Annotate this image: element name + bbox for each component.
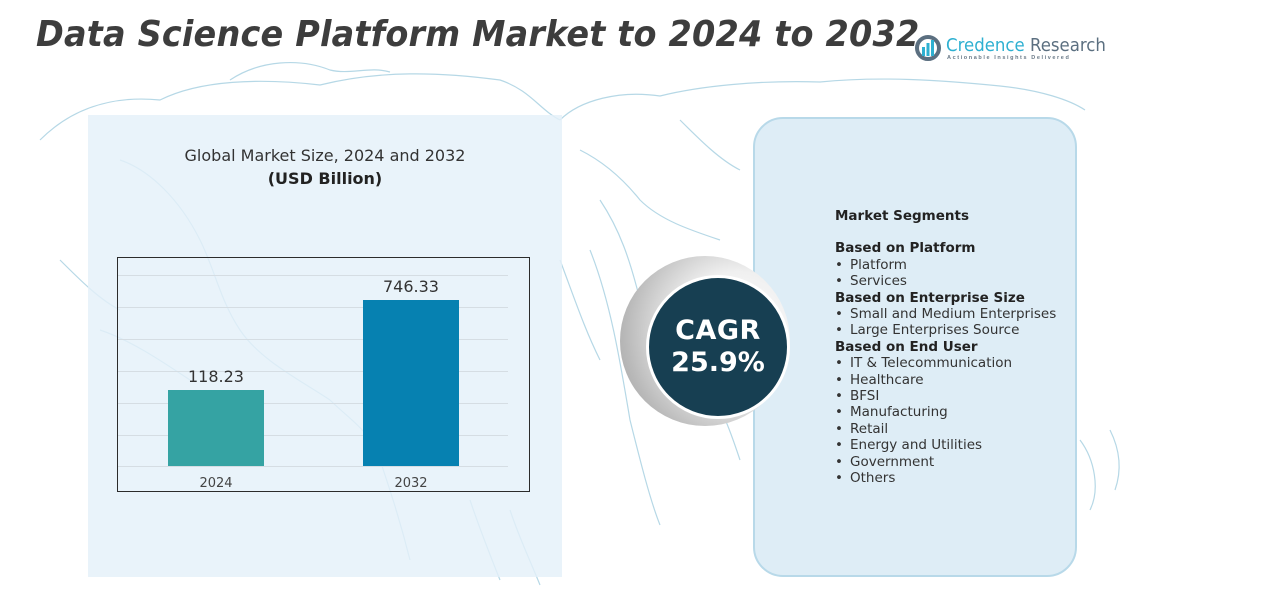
chart-title: Global Market Size, 2024 and 2032 (USD B… bbox=[88, 146, 562, 188]
bar-value-2032: 746.33 bbox=[383, 277, 439, 296]
market-segments-panel bbox=[753, 117, 1077, 577]
bar-value-2024: 118.23 bbox=[188, 367, 244, 386]
gridline bbox=[118, 339, 508, 340]
segment-group-end-user: IT & Telecommunication Healthcare BFSI M… bbox=[835, 355, 1056, 487]
bar-chart-circle-icon bbox=[915, 35, 941, 61]
segment-group-title-platform: Based on Platform bbox=[835, 240, 976, 257]
page-title: Data Science Platform Market to 2024 to … bbox=[36, 14, 920, 55]
segment-item: Others bbox=[835, 470, 1056, 487]
cagr-label: CAGR bbox=[675, 315, 761, 346]
x-tick-2024: 2024 bbox=[199, 476, 233, 491]
segments-heading: Market Segments bbox=[835, 208, 969, 224]
bar-chart: 118.23 746.33 2024 2032 bbox=[117, 257, 530, 492]
gridline-baseline bbox=[118, 466, 508, 467]
segment-item: Large Enterprises Source bbox=[835, 322, 1056, 339]
logo-tagline: Actionable Insights Delivered bbox=[947, 55, 1071, 61]
segment-item: Platform bbox=[835, 257, 1056, 274]
chart-title-text: Global Market Size, 2024 and 2032 bbox=[184, 146, 466, 165]
segment-group-title-end-user: Based on End User bbox=[835, 338, 978, 355]
gridline bbox=[118, 371, 508, 372]
gridline bbox=[118, 435, 508, 436]
segment-item: Retail bbox=[835, 421, 1056, 438]
gridline bbox=[118, 307, 508, 308]
logo-wordmark: Credence Research bbox=[946, 35, 1106, 56]
segment-group-title-enterprise-size: Based on Enterprise Size bbox=[835, 289, 1025, 306]
cagr-badge: CAGR 25.9% bbox=[646, 275, 790, 419]
segment-item: Small and Medium Enterprises bbox=[835, 306, 1056, 323]
segment-item: Healthcare bbox=[835, 372, 1056, 389]
segment-item: IT & Telecommunication bbox=[835, 355, 1056, 372]
segment-item: Energy and Utilities bbox=[835, 437, 1056, 454]
segment-item: Manufacturing bbox=[835, 404, 1056, 421]
segment-item: Services bbox=[835, 273, 1056, 290]
market-size-panel bbox=[88, 115, 562, 577]
segment-group-platform: Platform Services bbox=[835, 257, 1056, 290]
logo-name-part2: Research bbox=[1024, 35, 1106, 56]
x-tick-2032: 2032 bbox=[394, 476, 428, 491]
chart-unit: (USD Billion) bbox=[267, 169, 383, 188]
market-segments-list: Market Segments Based on Platform Platfo… bbox=[835, 208, 1056, 487]
gridline bbox=[118, 275, 508, 276]
segment-group-enterprise-size: Small and Medium Enterprises Large Enter… bbox=[835, 306, 1056, 339]
bar-2024[interactable] bbox=[168, 390, 264, 466]
logo-name-part1: Credence bbox=[946, 35, 1025, 56]
cagr-value: 25.9% bbox=[671, 347, 765, 378]
gridline bbox=[118, 403, 508, 404]
bar-2032[interactable] bbox=[363, 300, 459, 466]
segment-item: Government bbox=[835, 454, 1056, 471]
segment-item: BFSI bbox=[835, 388, 1056, 405]
